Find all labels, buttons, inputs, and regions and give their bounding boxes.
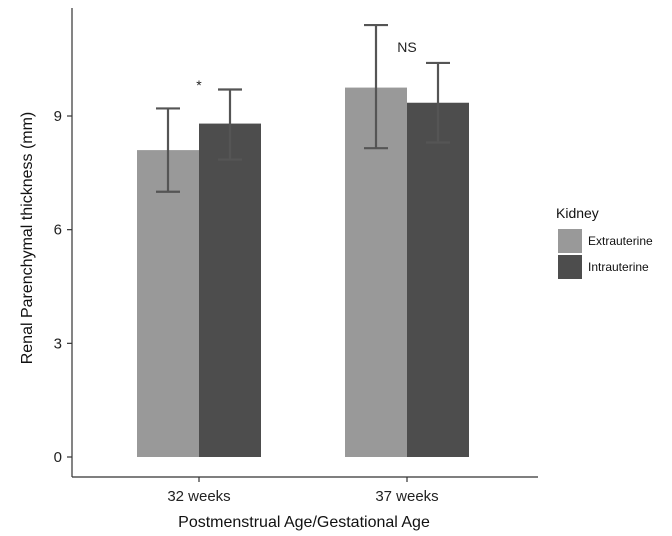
- legend-label-intrauterine: Intrauterine: [588, 260, 649, 274]
- y-tick-label-3: 3: [54, 335, 62, 352]
- error-bar-extrauterine-32-weeks: [156, 107, 180, 193]
- x-ticks-layer: 32 weeks 37 weeks: [167, 477, 439, 505]
- legend: Kidney Extrauterine Intrauterine: [556, 205, 653, 279]
- y-axis-title: Renal Parenchymal thickness (mm): [19, 112, 36, 365]
- error-bars-layer: [156, 23, 450, 193]
- x-tick-label-37-weeks: 37 weeks: [375, 488, 438, 505]
- error-bar-intrauterine-32-weeks: [218, 88, 242, 161]
- bar-extrauterine-32-weeks: [137, 150, 199, 457]
- x-axis-title: Postmenstrual Age/Gestational Age: [178, 514, 430, 531]
- legend-title: Kidney: [556, 205, 599, 221]
- bar-intrauterine-32-weeks: [199, 123, 261, 458]
- legend-label-extrauterine: Extrauterine: [588, 234, 653, 248]
- x-tick-label-32-weeks: 32 weeks: [167, 488, 230, 505]
- significance-annotation-37-weeks: NS: [397, 39, 416, 55]
- error-bar-intrauterine-37-weeks: [426, 61, 450, 144]
- y-tick-label-6: 6: [54, 222, 62, 239]
- bars-layer: [137, 87, 469, 458]
- y-tick-label-0: 0: [54, 449, 62, 466]
- error-bar-extrauterine-37-weeks: [364, 23, 388, 150]
- bar-intrauterine-37-weeks: [407, 102, 469, 457]
- y-tick-label-9: 9: [54, 108, 62, 125]
- legend-swatch-intrauterine: [558, 255, 582, 279]
- legend-swatch-extrauterine: [558, 229, 582, 253]
- y-ticks-layer: 0 3 6 9: [54, 108, 72, 466]
- significance-annotation-32-weeks: *: [196, 77, 202, 93]
